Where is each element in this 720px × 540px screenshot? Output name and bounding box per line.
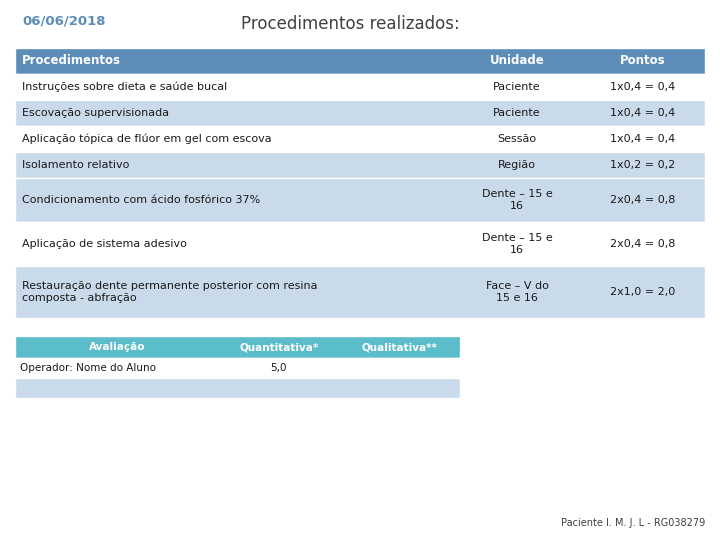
Text: Sessão: Sessão [498,134,536,144]
Text: Condicionamento com ácido fosfórico 37%: Condicionamento com ácido fosfórico 37% [22,195,260,205]
Text: 1x0,4 = 0,4: 1x0,4 = 0,4 [611,134,675,144]
Bar [15,336,460,358]
Bar [15,378,460,398]
Bar [15,74,705,100]
Text: Procedimentos: Procedimentos [22,55,121,68]
Text: Paciente I. M. J. L - RG038279: Paciente I. M. J. L - RG038279 [561,518,705,528]
Text: Qualitativa**: Qualitativa** [361,342,438,352]
Bar [15,48,705,74]
Text: 1x0,4 = 0,4: 1x0,4 = 0,4 [611,108,675,118]
Bar [15,126,705,152]
Bar [15,178,705,222]
Text: Unidade: Unidade [490,55,544,68]
Text: Avaliação: Avaliação [89,342,145,352]
Bar [15,222,705,266]
Text: Operador: Nome do Aluno: Operador: Nome do Aluno [20,363,156,373]
Text: Dente – 15 e
16: Dente – 15 e 16 [482,233,552,255]
Text: Pontos: Pontos [620,55,666,68]
Text: Instruções sobre dieta e saúde bucal: Instruções sobre dieta e saúde bucal [22,82,228,92]
Text: Isolamento relativo: Isolamento relativo [22,160,130,170]
Bar [15,152,705,178]
Text: Escovação supervisionada: Escovação supervisionada [22,108,169,118]
Text: Procedimentos realizados:: Procedimentos realizados: [240,15,459,33]
Text: 1x0,4 = 0,4: 1x0,4 = 0,4 [611,82,675,92]
Text: 2x1,0 = 2,0: 2x1,0 = 2,0 [611,287,675,297]
Bar [15,266,705,318]
Text: 06/06/2018: 06/06/2018 [22,15,106,28]
Text: Restauração dente permanente posterior com resina
composta - abfração: Restauração dente permanente posterior c… [22,281,318,303]
Text: Quantitativa*: Quantitativa* [239,342,318,352]
Text: Região: Região [498,160,536,170]
Text: 2x0,4 = 0,8: 2x0,4 = 0,8 [611,195,675,205]
Text: 5,0: 5,0 [271,363,287,373]
Text: Face – V do
15 e 16: Face – V do 15 e 16 [485,281,549,303]
Text: 1x0,2 = 0,2: 1x0,2 = 0,2 [611,160,675,170]
Text: 2x0,4 = 0,8: 2x0,4 = 0,8 [611,239,675,249]
Text: Aplicação de sistema adesivo: Aplicação de sistema adesivo [22,239,187,249]
Text: Dente – 15 e
16: Dente – 15 e 16 [482,189,552,211]
Bar [15,100,705,126]
Text: Aplicação tópica de flúor em gel com escova: Aplicação tópica de flúor em gel com esc… [22,134,271,144]
Text: Paciente: Paciente [493,82,541,92]
Bar [15,358,460,378]
Text: Paciente: Paciente [493,108,541,118]
